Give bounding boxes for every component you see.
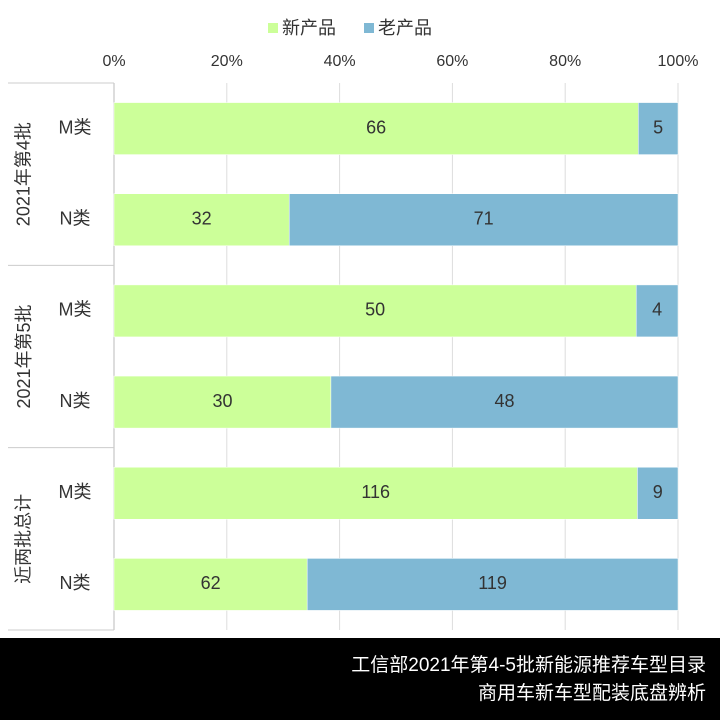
bar-segment <box>113 284 637 338</box>
footer-band <box>0 638 720 720</box>
data-label: 32 <box>192 209 212 229</box>
bar-segment <box>113 558 308 611</box>
x-tick-label: 100% <box>658 53 699 70</box>
data-label: 66 <box>366 117 386 137</box>
legend-swatch <box>268 23 278 33</box>
legend-label: 新产品 <box>282 18 336 38</box>
bar-segment <box>306 558 679 611</box>
bar-segment <box>113 193 290 246</box>
data-label: 9 <box>653 482 663 502</box>
data-label: 62 <box>201 573 221 593</box>
x-tick-label: 0% <box>102 53 125 70</box>
y-tick-label: N类 <box>60 209 91 229</box>
x-tick-label: 40% <box>324 53 356 70</box>
bar-segment <box>113 375 332 429</box>
y-tick-label: M类 <box>59 117 92 137</box>
y-tick-label: M类 <box>59 300 92 320</box>
bar-segment <box>635 284 679 338</box>
data-label: 5 <box>653 117 663 137</box>
x-tick-label: 60% <box>436 53 468 70</box>
data-label: 30 <box>212 391 232 411</box>
data-label: 116 <box>361 482 390 502</box>
data-label: 71 <box>474 209 494 229</box>
group-label: 近两批总计 <box>14 494 34 584</box>
bar-segment <box>288 193 679 246</box>
x-tick-label: 20% <box>211 53 243 70</box>
bar-segment <box>330 375 679 429</box>
data-label: 50 <box>365 300 385 320</box>
data-label: 48 <box>494 391 514 411</box>
data-label: 4 <box>652 300 662 320</box>
bar-segment <box>638 102 679 155</box>
legend-label: 老产品 <box>378 18 432 38</box>
y-tick-label: N类 <box>60 573 91 593</box>
y-tick-label: N类 <box>60 391 91 411</box>
bar-segment <box>637 467 679 520</box>
bar-segment <box>113 467 638 520</box>
bar-segment <box>113 102 639 155</box>
group-label: 2021年第4批 <box>14 122 34 226</box>
x-tick-label: 80% <box>549 53 581 70</box>
y-tick-label: M类 <box>59 482 92 502</box>
legend-swatch <box>364 23 374 33</box>
group-label: 2021年第5批 <box>14 304 34 408</box>
footer-line: 商用车新车型配装底盘辨析 <box>478 682 706 704</box>
footer-line: 工信部2021年第4-5批新能源推荐车型目录 <box>351 654 706 676</box>
data-label: 119 <box>478 573 507 593</box>
